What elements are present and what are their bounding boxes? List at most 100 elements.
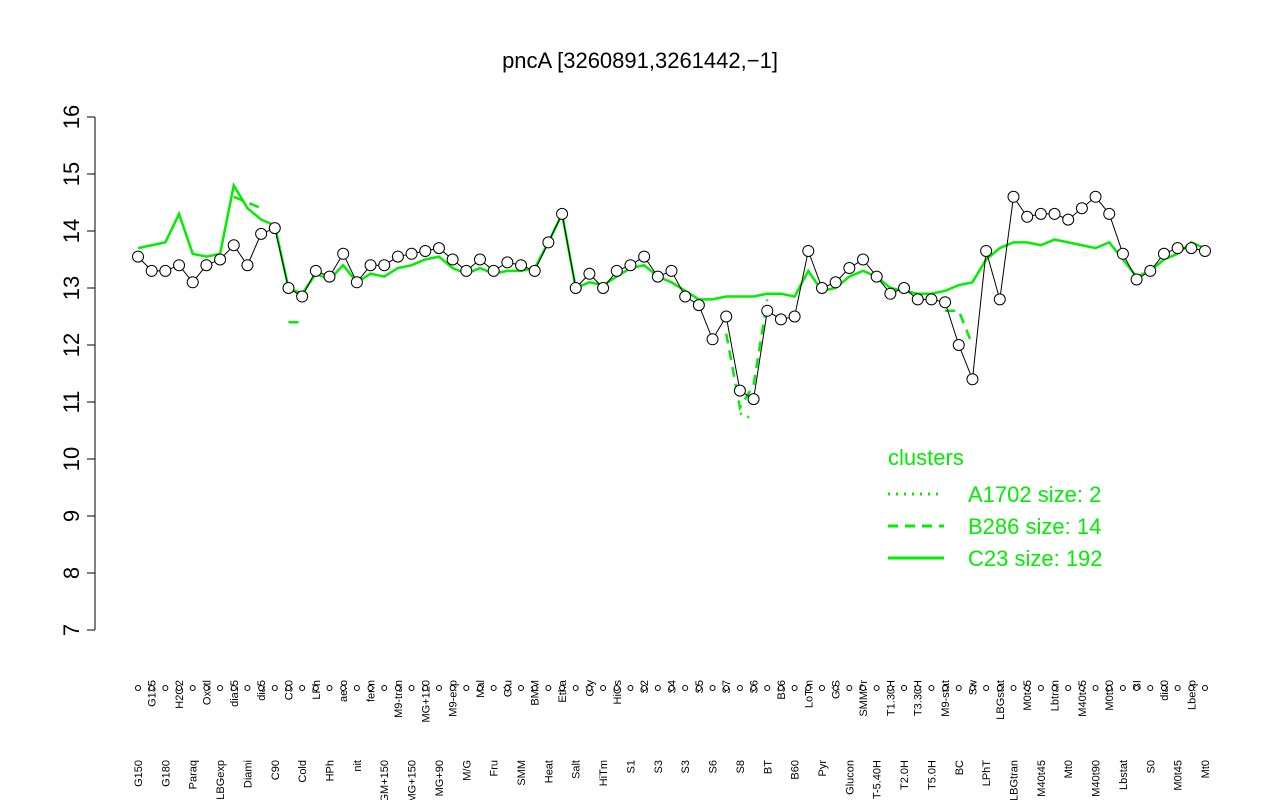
legend-label: A1702 size: 2 <box>968 482 1101 507</box>
x-tick-label: T-5.40H <box>872 760 884 799</box>
x-index-dot <box>1147 685 1154 691</box>
data-point <box>350 276 363 289</box>
x-tick-label: LoTm <box>803 680 815 708</box>
x-index-dot <box>901 685 908 691</box>
x-index-dot <box>422 685 429 691</box>
x-index-dot <box>449 685 456 691</box>
x-index-dot <box>1037 685 1044 691</box>
x-tick-label: T2.0H <box>899 760 911 790</box>
data-point <box>255 227 268 240</box>
data-point <box>309 264 322 277</box>
x-index-dot <box>641 685 648 691</box>
x-tick-label: G135 <box>147 680 159 707</box>
chart-title: pncA [3260891,3261442,−1] <box>502 48 778 73</box>
y-tick-label: 11 <box>59 391 84 414</box>
legend-title: clusters <box>888 445 964 470</box>
x-index-dot <box>504 685 511 691</box>
data-point <box>227 239 240 252</box>
data-point <box>132 250 144 263</box>
data-point <box>1144 264 1157 277</box>
data-point <box>282 282 295 294</box>
data-point <box>1021 210 1034 223</box>
x-index-dot <box>586 685 593 691</box>
x-index-dot <box>914 685 921 691</box>
x-index-dot <box>1174 685 1181 691</box>
x-tick-label: LBGexp <box>215 760 227 800</box>
x-index-dot <box>764 685 771 691</box>
x-tick-label: S1 <box>625 760 637 773</box>
data-point <box>556 207 569 220</box>
data-point <box>638 250 651 263</box>
x-index-dot <box>723 685 730 691</box>
x-tick-label: G150 <box>133 760 145 787</box>
x-index-dot <box>312 685 319 691</box>
data-point <box>911 293 924 306</box>
cluster-line <box>739 412 755 421</box>
data-point <box>1116 247 1129 260</box>
data-point <box>241 259 254 272</box>
x-tick-label: aero <box>338 680 350 702</box>
x-index-dot <box>668 685 675 691</box>
x-tick-label: S3 <box>680 760 692 773</box>
data-point <box>788 310 801 323</box>
data-point <box>528 264 541 277</box>
x-index-dot <box>709 685 716 691</box>
data-point <box>159 264 172 277</box>
data-point <box>1199 244 1211 257</box>
data-point <box>515 259 528 272</box>
x-index-dot <box>1106 685 1113 691</box>
data-point <box>857 253 870 266</box>
data-point <box>1089 190 1102 203</box>
data-point <box>624 259 637 272</box>
data-point <box>296 290 309 303</box>
x-index-dot <box>189 685 196 691</box>
x-tick-label: Diami <box>242 760 254 788</box>
x-index-dot <box>1010 685 1017 691</box>
x-tick-label: HiOs <box>612 680 624 705</box>
x-tick-label: S6 <box>708 760 720 773</box>
data-point <box>487 264 500 277</box>
data-point <box>679 290 692 303</box>
x-index-dot <box>613 685 620 691</box>
data-point <box>706 333 719 346</box>
x-index-dot <box>832 685 839 691</box>
x-tick-label: S3 <box>653 760 665 773</box>
data-point <box>843 262 856 275</box>
y-tick-label: 8 <box>59 567 84 579</box>
data-point <box>1103 207 1116 220</box>
data-point <box>214 253 227 266</box>
x-index-dot <box>873 685 880 691</box>
data-point <box>597 282 610 294</box>
x-index-dot <box>545 685 552 691</box>
x-index-dot <box>1024 685 1031 691</box>
data-point <box>186 276 199 289</box>
x-tick-label: LBGtran <box>1008 760 1020 800</box>
x-tick-label: GM+150 <box>379 760 391 800</box>
data-point <box>446 253 459 266</box>
x-tick-label: BC <box>954 760 966 775</box>
x-index-dot <box>490 685 497 691</box>
x-index-dot <box>983 685 990 691</box>
x-index-dot <box>654 685 661 691</box>
data-point <box>1007 190 1020 203</box>
x-index-dot <box>230 685 237 691</box>
x-tick-label: M/G <box>461 760 473 781</box>
cluster-line <box>945 309 974 346</box>
x-tick-label: S0 <box>1145 760 1157 773</box>
x-index-dot <box>1051 685 1058 691</box>
data-point <box>145 264 158 277</box>
data-point <box>1062 213 1075 226</box>
x-index-dot <box>736 685 743 691</box>
data-point <box>720 310 733 323</box>
data-point <box>692 299 705 312</box>
data-point <box>501 256 514 269</box>
data-point <box>1048 207 1061 220</box>
data-point <box>966 373 979 386</box>
x-index-dot <box>299 685 306 691</box>
y-tick-label: 7 <box>59 624 84 636</box>
x-index-dot <box>531 685 538 691</box>
data-point <box>898 282 911 294</box>
x-tick-label: ferm <box>366 680 378 702</box>
y-tick-label: 12 <box>59 333 84 357</box>
x-index-dot <box>777 685 784 691</box>
